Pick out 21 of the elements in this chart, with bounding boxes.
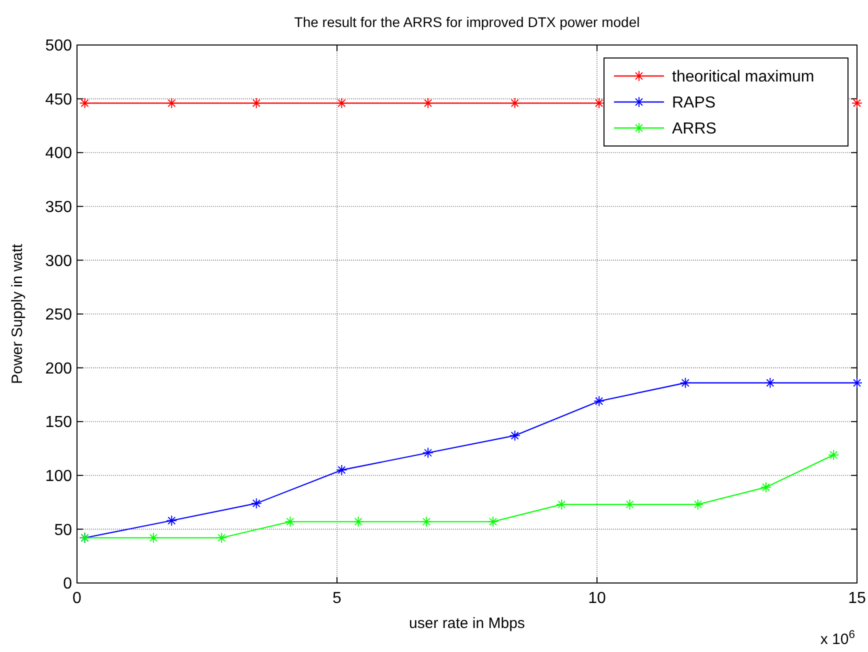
text: x 10$^{6}$ xyxy=(820,629,855,648)
y-tick-label: 200 xyxy=(45,360,72,378)
legend-label: theoritical maximum xyxy=(672,68,814,86)
y-tick-label: 250 xyxy=(45,306,72,324)
legend-label: RAPS xyxy=(672,94,716,112)
y-tick-label: 100 xyxy=(45,468,72,485)
x-tick-label: 10 xyxy=(588,590,606,607)
x-axis-title: user rate in Mbps xyxy=(409,615,525,632)
y-tick-label: 500 xyxy=(45,38,72,55)
y-tick-label: 350 xyxy=(45,199,72,216)
y-axis-title: Power Supply in watt xyxy=(9,243,26,384)
y-tick-label: 450 xyxy=(45,91,72,108)
y-tick-label: 0 xyxy=(63,576,72,593)
chart-title: The result for the ARRS for improved DTX power model xyxy=(294,14,640,30)
y-tick-label: 150 xyxy=(45,414,72,432)
y-tick-label: 300 xyxy=(45,252,72,270)
legend-label: ARRS xyxy=(672,120,716,138)
x-tick-label: 5 xyxy=(332,590,342,607)
y-tick-label: 50 xyxy=(54,522,72,539)
x-tick-label: 15 xyxy=(848,590,866,607)
y-tick-label: 400 xyxy=(45,145,72,162)
